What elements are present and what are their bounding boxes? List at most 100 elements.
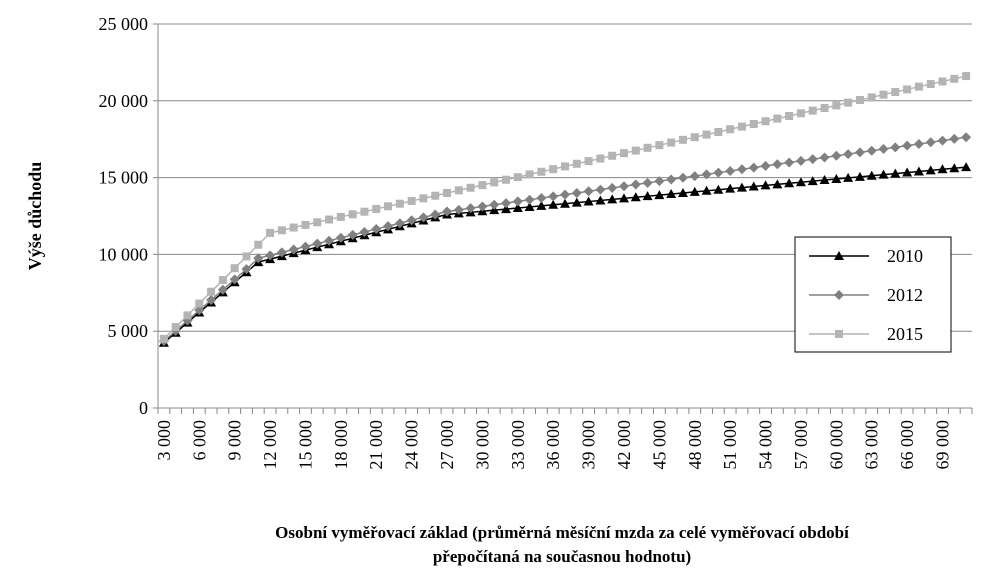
marker — [701, 185, 712, 195]
marker — [266, 228, 275, 237]
marker — [937, 164, 948, 174]
marker — [241, 264, 252, 275]
marker — [348, 210, 357, 219]
marker — [572, 159, 581, 168]
marker — [312, 238, 323, 249]
legend-label: 2012 — [887, 285, 923, 305]
marker — [347, 229, 358, 240]
marker — [595, 184, 606, 195]
marker — [926, 80, 935, 89]
marker — [513, 173, 522, 182]
x-tick-label: 45 000 — [649, 420, 669, 470]
x-tick-label: 51 000 — [720, 420, 740, 470]
marker — [383, 221, 394, 232]
marker — [607, 194, 618, 204]
marker — [549, 165, 558, 174]
x-tick-label: 27 000 — [437, 420, 457, 470]
marker — [194, 305, 205, 316]
marker — [772, 179, 783, 189]
marker — [878, 144, 889, 155]
marker — [618, 193, 629, 203]
marker — [537, 167, 546, 176]
x-tick-label: 18 000 — [331, 420, 351, 470]
marker — [690, 133, 699, 142]
marker — [785, 112, 794, 121]
legend-label: 2015 — [887, 324, 923, 344]
marker — [737, 122, 746, 131]
x-axis-title: přepočítaná na současnou hodnotu) — [433, 547, 691, 566]
marker — [630, 192, 641, 202]
marker — [501, 204, 512, 214]
marker — [524, 201, 535, 211]
series — [159, 72, 971, 343]
marker — [914, 82, 923, 91]
marker — [618, 181, 629, 192]
marker — [619, 149, 628, 158]
marker — [878, 169, 889, 179]
marker — [217, 284, 228, 295]
x-tick-label: 24 000 — [402, 420, 422, 470]
marker — [265, 250, 276, 261]
marker — [748, 162, 759, 173]
marker — [654, 190, 665, 200]
marker — [807, 154, 818, 165]
marker — [490, 178, 499, 187]
marker — [595, 195, 606, 205]
marker — [902, 140, 913, 151]
marker — [843, 149, 854, 160]
marker — [903, 85, 912, 94]
marker — [819, 175, 830, 185]
y-axis-title: Výše důchodu — [25, 162, 45, 271]
marker — [855, 96, 864, 105]
marker — [571, 197, 582, 207]
marker — [654, 176, 665, 187]
marker — [561, 162, 569, 171]
marker — [536, 200, 547, 210]
marker — [442, 206, 453, 217]
marker — [834, 251, 844, 260]
series — [158, 132, 972, 347]
marker — [701, 169, 712, 180]
marker — [407, 196, 416, 205]
x-tick-label: 30 000 — [472, 420, 492, 470]
marker — [525, 170, 534, 179]
marker — [643, 143, 652, 152]
marker — [714, 127, 723, 136]
marker — [655, 141, 664, 150]
marker — [642, 177, 653, 188]
marker — [630, 179, 641, 190]
marker — [796, 109, 805, 118]
x-tick-label: 36 000 — [543, 420, 563, 470]
marker — [666, 174, 677, 185]
marker — [430, 209, 441, 220]
marker — [418, 212, 429, 223]
marker — [795, 155, 806, 166]
y-tick-label: 10 000 — [99, 244, 149, 264]
marker — [536, 193, 547, 204]
y-tick-label: 15 000 — [99, 168, 149, 188]
marker — [289, 223, 298, 232]
marker — [726, 125, 735, 134]
marker — [866, 145, 877, 156]
x-tick-label: 66 000 — [897, 420, 917, 470]
x-axis-title: Osobní vyměřovací základ (průměrná měsíč… — [275, 523, 849, 542]
marker — [689, 171, 700, 182]
marker — [890, 142, 901, 153]
marker — [666, 189, 677, 199]
marker — [218, 276, 227, 285]
marker — [795, 177, 806, 187]
marker — [477, 201, 488, 212]
marker — [725, 165, 736, 176]
marker — [325, 215, 334, 224]
marker — [642, 191, 653, 201]
marker — [384, 202, 393, 211]
y-tick-label: 25 000 — [99, 14, 149, 34]
marker — [913, 138, 924, 149]
marker — [678, 135, 687, 144]
legend: 2010 2012 2015 — [794, 236, 952, 353]
marker — [631, 146, 640, 155]
marker — [324, 235, 335, 246]
marker — [725, 183, 736, 193]
marker — [736, 182, 747, 192]
